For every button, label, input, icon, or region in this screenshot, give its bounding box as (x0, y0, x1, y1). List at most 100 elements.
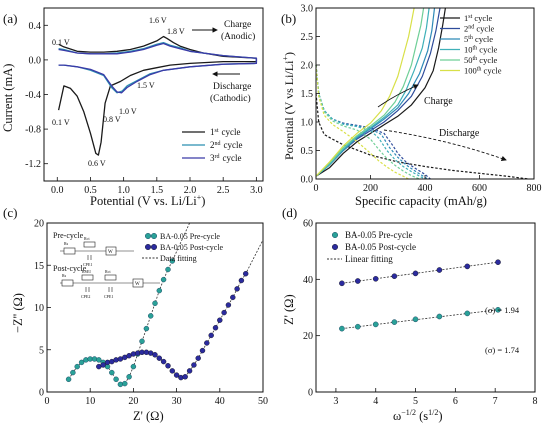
panel-b-xtick-label: 200 (363, 183, 378, 194)
fit-line-d-pre (341, 309, 499, 330)
annot-anodic: (Anodic) (221, 31, 255, 42)
legend-b-text-2: 2nd cycle (464, 24, 495, 34)
legend-d-marker-pre (332, 231, 339, 238)
annot-b-discharge: Discharge (439, 128, 480, 139)
discharge-curve-1 (315, 93, 529, 180)
legend-d-text-fit: Linear fitting (345, 254, 393, 264)
legend-text-pre: BA-0.05 Pre-cycle (160, 232, 220, 241)
nyquist-point-post (230, 294, 236, 301)
warburg-point-post (339, 280, 345, 287)
panel-b-ytick-label: 2.0 (301, 61, 314, 72)
nyquist-point-post (182, 374, 188, 380)
nyquist-point-post (169, 368, 176, 374)
nyquist-point-pre (117, 381, 124, 388)
circuit-label-pre: Pre-cycle (53, 231, 84, 240)
circuit-rs-post (61, 279, 74, 287)
nyquist-point-pre (130, 363, 137, 370)
panel-a-label: (a) (3, 11, 17, 26)
panel-a-ytick-label: -1.2 (25, 159, 41, 170)
warburg-point-post (391, 273, 398, 280)
annot-discharge: Discharge (213, 82, 251, 92)
panel-d-label: (d) (282, 205, 297, 220)
charge-curve-4 (315, 7, 430, 177)
panel-c-xtick-label: 20 (128, 396, 138, 407)
panel-c-ytick-label: 15 (34, 261, 44, 272)
panel-c-ytick-label: 20 (34, 219, 44, 230)
panel-d-ytick-label: 20 (303, 331, 313, 342)
warburg-point-post (495, 259, 501, 266)
peak-label-0-1v-bottom: 0.1 V (52, 118, 70, 127)
legend-text-post: BA-0.05 Post-cycle (160, 243, 224, 252)
peak-label-1-0v: 1.0 V (119, 107, 137, 116)
warburg-point-pre (495, 306, 501, 313)
nyquist-point-pre (160, 276, 167, 283)
legend-marker-post (144, 243, 151, 250)
panel-c-xtick-label: 40 (215, 396, 225, 407)
legend-b-text-6: 100th cycle (464, 66, 502, 76)
circuit-rct-label: Rct (84, 236, 90, 241)
circuit-cpe2-label: CPE2 (81, 294, 90, 299)
panel-c-ytick-label: 10 (34, 303, 44, 314)
panel-c-plot (65, 222, 264, 388)
legend-text-1st: 1st cycle (210, 127, 241, 137)
nyquist-point-post (156, 355, 163, 361)
panel-a-xtick-label: 2.5 (217, 185, 230, 196)
circuit-rs-pre (63, 247, 76, 255)
circuit-cpe1-label: CPE1 (83, 262, 92, 267)
panel-d-ytick-label: 0 (308, 388, 313, 399)
panel-b-ytick-label: 3.0 (301, 4, 314, 15)
annot-cathodic: (Cathodic) (210, 93, 251, 104)
panel-d-xtick-label: 5 (413, 396, 418, 407)
nyquist-point-post (225, 302, 232, 308)
legend-marker-pre (144, 232, 151, 239)
arrow-b-discharge (383, 129, 507, 162)
panel-a-xtick-label: 1.5 (151, 185, 164, 196)
nyquist-point-post (238, 277, 245, 284)
circuit-rct-post-label: Rct (105, 269, 111, 274)
panel-a-ytick-label: -0.4 (25, 90, 41, 101)
nyquist-point-pre (113, 376, 119, 382)
panel-d-xtick-label: 7 (493, 396, 498, 407)
annot-charge: Charge (224, 20, 251, 30)
nyquist-point-pre (152, 300, 158, 306)
panel-d-ytick-label: 60 (303, 219, 313, 230)
warburg-point-pre (339, 325, 345, 332)
panel-a-ylabel: Current (mA) (1, 64, 15, 132)
panel-c-xlabel: Z' (Ω) (133, 409, 164, 423)
nyquist-point-post (191, 362, 197, 368)
nyquist-point-pre (65, 376, 72, 382)
circuit-rct-post (104, 274, 117, 281)
nyquist-point-post (186, 368, 193, 374)
arrow-b-charge (377, 84, 419, 108)
nyquist-point-pre (139, 338, 145, 344)
charge-curve-6 (315, 7, 415, 177)
annot-b-charge: Charge (424, 96, 453, 107)
panel-c-xtick-label: 50 (258, 396, 268, 407)
sigma-label-post: (σ) = 1.94 (485, 305, 520, 315)
warburg-point-pre (391, 319, 398, 325)
legend-b-text-1: 1st cycle (464, 13, 493, 23)
warburg-point-post (464, 263, 471, 270)
panel-c-xtick-label: 30 (172, 396, 182, 407)
nyquist-point-pre (122, 380, 128, 387)
nyquist-point-post (100, 362, 106, 368)
nyquist-point-pre (165, 266, 171, 273)
panel-d-xlabel: ω−1/2 (s1/2) (393, 408, 443, 423)
nyquist-point-post (242, 271, 249, 277)
nyquist-point-pre (74, 363, 80, 370)
panel-b-ylabel: Potential (V vs Li/Li+) (281, 52, 296, 160)
panel-b-ytick-label: 0.5 (301, 146, 314, 157)
cv-series-1 (57, 35, 258, 156)
sigma-label-pre: (σ) = 1.74 (485, 345, 520, 355)
circuit-w-pre (105, 246, 117, 256)
panel-c-legend: BA-0.05 Pre-cycle BA-0.05 Post-cycle Dat… (142, 232, 224, 263)
nyquist-point-pre (156, 287, 163, 294)
panel-a-xtick-label: 0.5 (84, 185, 97, 196)
panel-a-legend: 1st cycle 2nd cycle 3rd cycle (182, 127, 242, 163)
peak-label-1-6v: 1.6 V (149, 16, 167, 25)
panel-b-ytick-label: 1.0 (301, 118, 314, 129)
nyquist-point-pre (169, 258, 176, 264)
legend-b-text-4: 10th cycle (464, 45, 497, 55)
nyquist-point-post (199, 347, 206, 354)
